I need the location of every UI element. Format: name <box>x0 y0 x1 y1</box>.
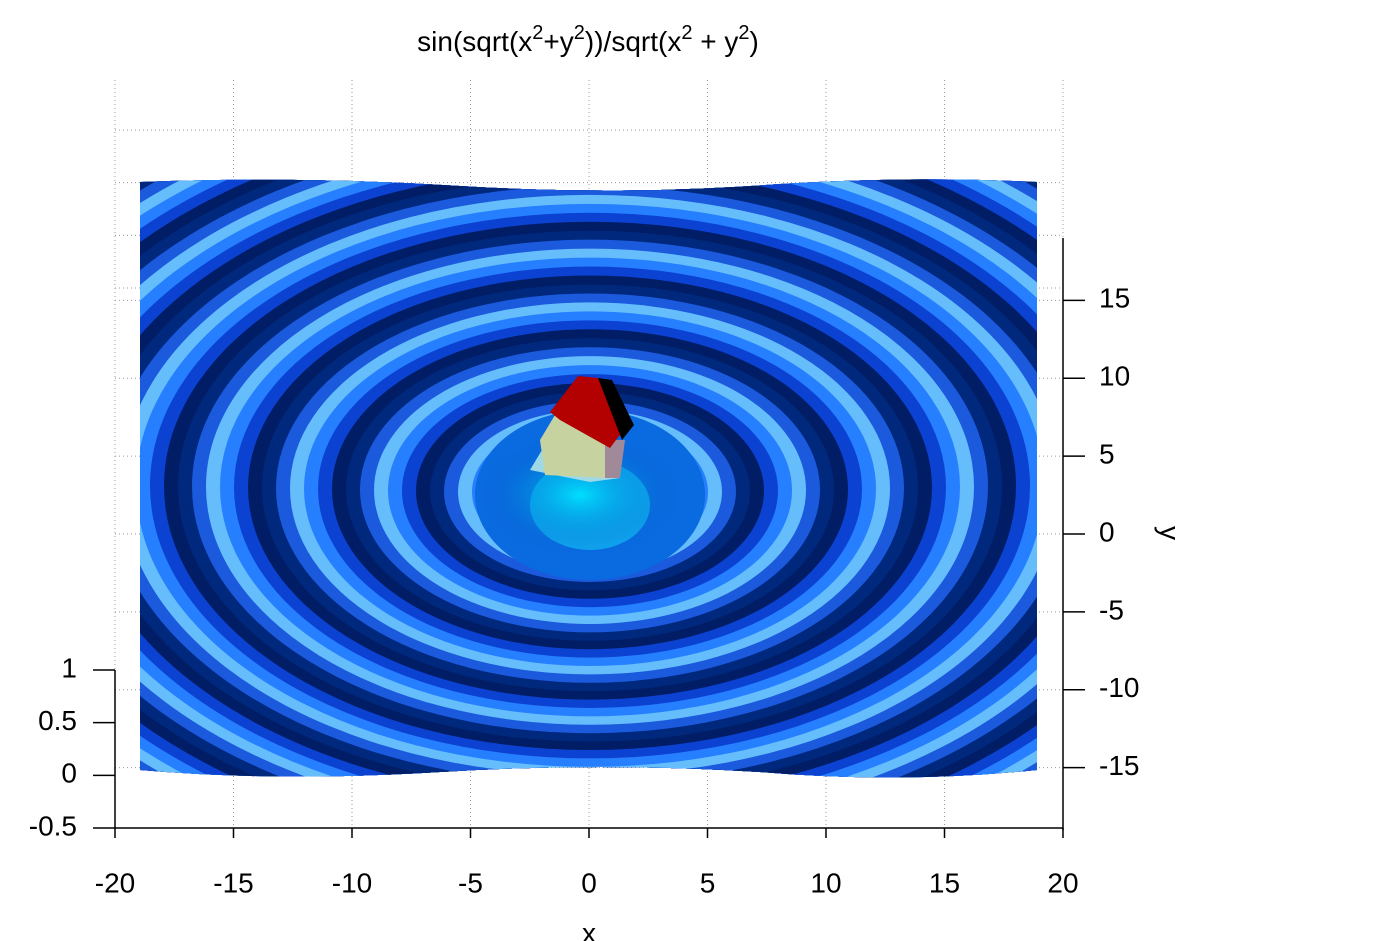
x-tick-label: 0 <box>581 867 597 898</box>
x-axis-label: x <box>582 917 596 941</box>
axes: -20 -15 -10 -5 0 5 10 15 20 -15 -10 -5 0 5 10 15 -0.5 0 0.… <box>29 238 1139 898</box>
x-tick-label: -10 <box>332 867 372 898</box>
title-part: ))/sqrt(x <box>585 26 681 57</box>
title-superscript: 2 <box>681 22 692 44</box>
surface <box>140 179 1037 778</box>
x-tick-label: 5 <box>700 867 716 898</box>
y-tick-label: -15 <box>1099 750 1139 781</box>
y-tick-label: -5 <box>1099 594 1124 625</box>
z-tick-label: 0 <box>61 758 77 789</box>
peak-top <box>550 376 622 448</box>
chart-title: sin(sqrt(x2+y2))/sqrt(x2 + y2) <box>417 22 759 57</box>
title-superscript: 2 <box>532 22 543 44</box>
y-tick-label: 5 <box>1099 438 1115 469</box>
x-tick-label: 20 <box>1047 867 1078 898</box>
title-part: + y <box>692 26 738 57</box>
z-tick-label: -0.5 <box>29 810 77 841</box>
peak-band <box>540 415 610 478</box>
peak-glow <box>480 435 680 555</box>
y-tick-label: -10 <box>1099 672 1139 703</box>
surface-peak <box>480 376 680 555</box>
y-tick-label: 10 <box>1099 361 1130 392</box>
y-tick-label: 0 <box>1099 516 1115 547</box>
z-tick-label: 0.5 <box>38 705 77 736</box>
y-axis-label: y <box>1155 526 1186 540</box>
title-part: sin(sqrt(x <box>417 26 532 57</box>
peak-side <box>605 440 625 478</box>
title-part: ) <box>750 26 759 57</box>
z-tick-label: 1 <box>61 652 77 683</box>
title-superscript: 2 <box>574 22 585 44</box>
y-tick-label: 15 <box>1099 283 1130 314</box>
x-tick-label: -5 <box>458 867 483 898</box>
x-tick-label: 10 <box>810 867 841 898</box>
x-tick-label: 15 <box>929 867 960 898</box>
x-tick-label: -20 <box>95 867 135 898</box>
title-part: +y <box>543 26 573 57</box>
title-superscript: 2 <box>738 22 749 44</box>
x-tick-label: -15 <box>213 867 253 898</box>
peak-shadow <box>598 378 634 440</box>
